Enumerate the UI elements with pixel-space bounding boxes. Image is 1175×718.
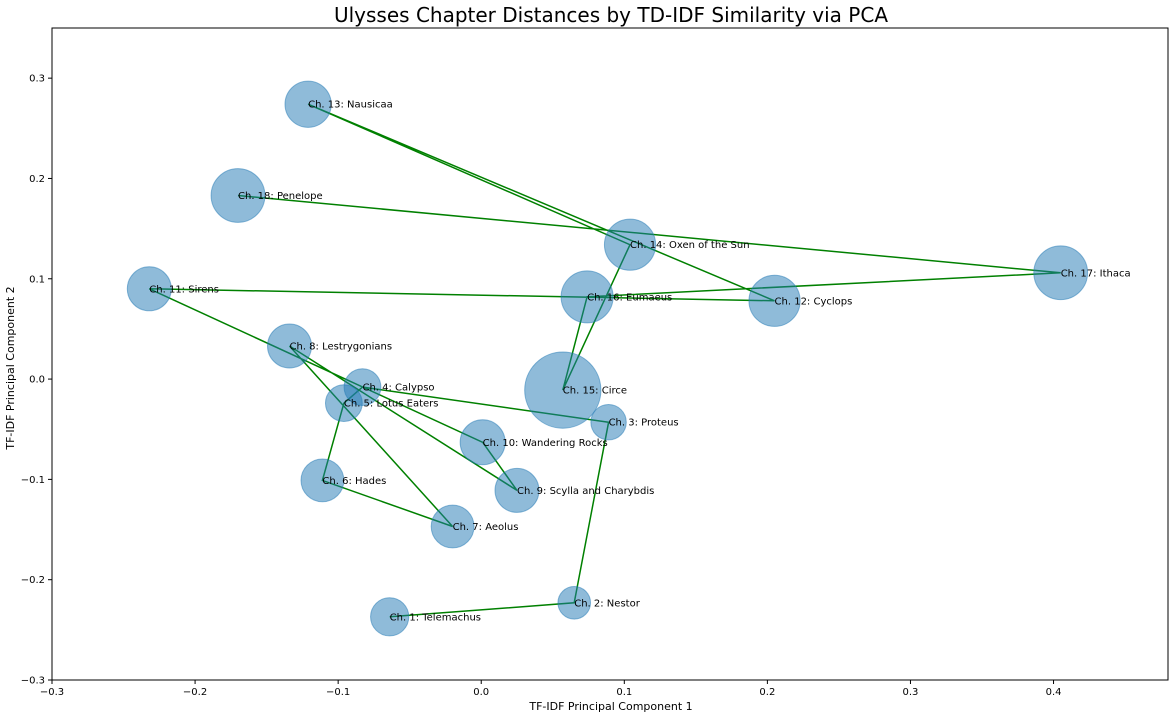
chapter-marker [603,218,657,271]
chapter-marker [524,351,602,429]
chapter-marker [370,597,410,637]
chapter-label: Ch. 7: Aeolus [453,522,519,533]
x-tick-label: −0.2 [183,687,207,698]
y-tick-label: 0.2 [29,174,45,185]
chapter-marker [126,266,172,312]
x-tick-label: −0.3 [40,687,64,698]
x-axis-ticks: −0.3 −0.2 −0.1 0.0 0.1 0.2 0.3 0.4 [40,680,1062,698]
chapter-label: Ch. 14: Oxen of the Sun [630,240,750,251]
y-tick-label: −0.1 [21,475,45,486]
chapter-label: Ch. 2: Nestor [574,598,640,609]
chapter-label: Ch. 13: Nausicaa [308,100,393,111]
chapter-label: Ch. 4: Calypso [362,383,434,394]
y-axis-label: TF-IDF Principal Component 2 [4,286,17,450]
chapter-labels: Ch. 1: Telemachus Ch. 2: Nestor Ch. 3: Pro… [149,100,1130,624]
chapter-marker [267,323,313,369]
chapter-marker [1033,245,1089,301]
chapter-marker [494,467,540,513]
chapter-markers [126,80,1089,637]
x-tick-label: 0.0 [473,687,489,698]
chapter-label: Ch. 18: Penelope [238,191,323,202]
chapter-marker [210,168,266,223]
x-tick-label: 0.2 [759,687,775,698]
chapter-marker [324,384,363,423]
chapter-label: Ch. 5: Lotus Eaters [344,399,439,410]
x-tick-label: 0.3 [903,687,919,698]
chapter-marker [557,585,592,620]
y-axis-ticks: −0.3 −0.2 −0.1 0.0 0.1 0.2 0.3 [21,74,52,687]
chapter-label: Ch. 1: Telemachus [390,612,481,623]
plot-area: Ch. 1: Telemachus Ch. 2: Nestor Ch. 3: Pro… [126,80,1131,637]
x-tick-label: 0.1 [616,687,632,698]
chart-title: Ulysses Chapter Distances by TD-IDF Simi… [334,3,888,27]
chapter-label: Ch. 17: Ithaca [1061,268,1131,279]
chapter-label: Ch. 10: Wandering Rocks [483,438,608,449]
chapter-label: Ch. 9: Scylla and Charybdis [517,486,654,497]
chapter-marker [300,458,345,503]
chapter-label: Ch. 3: Proteus [609,418,679,429]
chapter-marker [284,80,332,128]
x-tick-label: −0.1 [326,687,350,698]
y-tick-label: 0.1 [29,274,45,285]
x-tick-label: 0.4 [1046,687,1062,698]
chapter-label: Ch. 16: Eumaeus [587,292,672,303]
chapter-marker [560,270,614,324]
chapter-label: Ch. 8: Lestrygonians [290,341,393,352]
x-axis-label: TF-IDF Principal Component 1 [528,700,692,713]
chapter-label: Ch. 12: Cyclops [775,296,853,307]
axes-frame [51,27,1169,681]
chapter-label: Ch. 11: Sirens [149,284,219,295]
y-tick-label: −0.3 [21,676,45,687]
chapter-label: Ch. 15: Circe [563,386,627,397]
chapter-marker [430,504,475,549]
chapter-marker [459,419,506,466]
chapter-label: Ch. 6: Hades [322,476,386,487]
y-tick-label: 0.3 [29,74,45,85]
y-tick-label: 0.0 [29,375,45,386]
chapter-marker [748,274,801,327]
y-tick-label: −0.2 [21,575,45,586]
chapter-marker [590,404,627,441]
